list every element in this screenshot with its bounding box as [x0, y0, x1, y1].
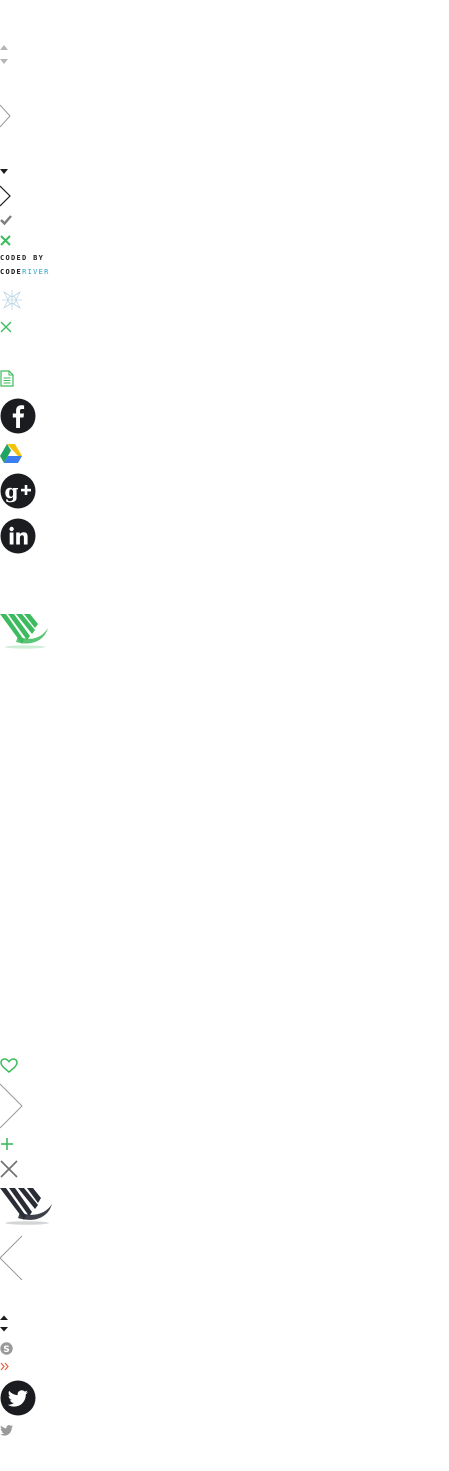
twitter-icon[interactable] [0, 1425, 14, 1436]
svg-text:S: S [3, 1345, 9, 1355]
skype-icon[interactable]: S [0, 1342, 13, 1355]
chevron-right-icon[interactable] [0, 104, 12, 128]
credit-line-1: CODED BY [0, 254, 45, 262]
facebook-icon[interactable] [0, 398, 36, 434]
double-chevron-right-icon[interactable] [0, 1362, 9, 1371]
brand-v-logo [0, 1186, 54, 1226]
brand-v-logo [0, 612, 50, 650]
snowflake-logo-icon [0, 288, 24, 312]
twitter-icon[interactable] [0, 1380, 36, 1416]
chevron-right-icon[interactable] [0, 1083, 24, 1129]
sort-arrows-icon[interactable] [0, 1315, 8, 1333]
credit-river: RIVER [22, 268, 50, 276]
heart-icon[interactable] [0, 1058, 18, 1073]
checkmark-icon [0, 214, 12, 226]
credit-line-2: CODERIVER [0, 268, 50, 276]
google-drive-icon[interactable] [0, 444, 22, 463]
credit-code: CODE [0, 268, 23, 276]
svg-text:g: g [5, 479, 19, 503]
document-icon[interactable] [0, 370, 14, 387]
sort-arrows-icon[interactable] [0, 44, 8, 68]
close-icon[interactable] [0, 321, 12, 333]
chevron-right-icon[interactable] [0, 185, 12, 207]
google-plus-icon[interactable]: g [0, 473, 36, 509]
plus-icon[interactable] [0, 1137, 14, 1151]
linkedin-icon[interactable] [0, 518, 36, 554]
close-icon[interactable] [0, 235, 11, 246]
close-icon[interactable] [0, 1160, 18, 1178]
chevron-left-icon[interactable] [0, 1235, 24, 1281]
caret-down-icon[interactable] [0, 169, 8, 175]
